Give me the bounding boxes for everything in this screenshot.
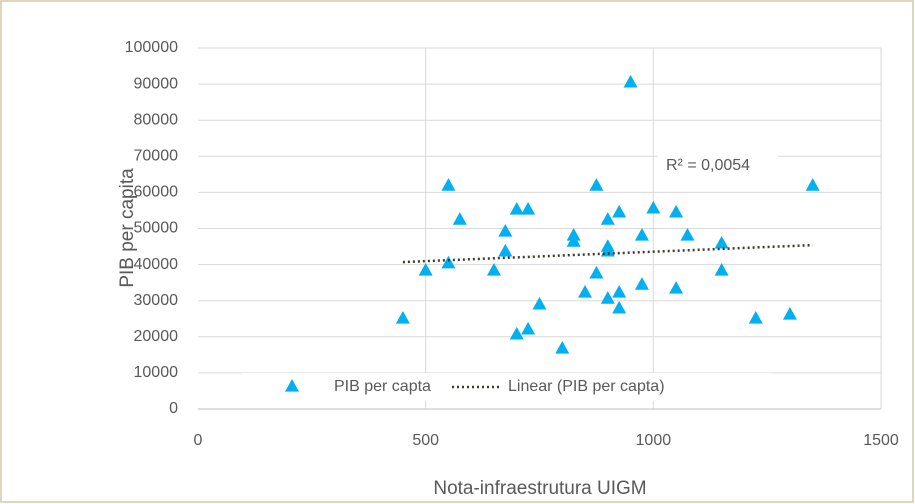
y-tick-label: 100000 [125, 39, 178, 56]
legend-label: PIB per capta [334, 378, 431, 395]
point [669, 281, 684, 294]
point [452, 212, 467, 225]
point [589, 178, 604, 191]
point [566, 234, 581, 247]
point [714, 235, 729, 249]
point [669, 204, 684, 218]
y-tick-label: 40000 [134, 256, 179, 273]
point [441, 178, 456, 191]
x-axis-title: Nota-infraestrutura UIGM [433, 478, 646, 499]
y-tick-label: 70000 [134, 148, 179, 165]
point [521, 321, 536, 335]
point [805, 178, 820, 191]
point [589, 265, 604, 279]
trendline [402, 243, 813, 264]
x-tick-label: 1000 [636, 432, 672, 449]
legend-marker [285, 379, 299, 392]
point [395, 311, 410, 324]
point [441, 255, 456, 269]
point [486, 263, 501, 276]
point [418, 263, 433, 276]
y-tick-label: 0 [169, 400, 178, 417]
legend-label: Linear (PIB per capta) [508, 378, 665, 395]
x-tick-label: 1500 [863, 432, 899, 449]
point [748, 311, 763, 324]
point [680, 227, 695, 241]
x-tick-label: 0 [194, 432, 203, 449]
point [498, 243, 513, 257]
point [623, 74, 638, 88]
point [600, 212, 615, 225]
point [714, 263, 729, 276]
point [555, 340, 570, 354]
point [646, 200, 661, 214]
point [600, 291, 615, 304]
point [509, 202, 524, 215]
point [612, 300, 627, 314]
y-tick-label: 80000 [134, 111, 179, 128]
point [612, 204, 627, 218]
point [498, 224, 513, 237]
x-tick-label: 500 [412, 432, 439, 449]
point [634, 227, 649, 241]
point [578, 285, 593, 298]
annotation-bg [658, 152, 778, 178]
y-axis-title: PIB per capita [117, 168, 138, 288]
annotation: R² = 0,0054 [666, 157, 750, 174]
y-tick-label: 20000 [134, 328, 179, 345]
y-tick-label: 10000 [134, 364, 179, 381]
point [532, 296, 547, 310]
y-tick-label: 60000 [134, 184, 179, 201]
legend-bg [242, 373, 772, 401]
point [612, 285, 627, 298]
y-tick-label: 90000 [134, 75, 179, 92]
point [634, 277, 649, 290]
point [521, 202, 536, 215]
point [782, 307, 797, 320]
y-tick-label: 30000 [134, 292, 179, 309]
y-tick-label: 50000 [134, 220, 179, 237]
point [509, 326, 524, 340]
